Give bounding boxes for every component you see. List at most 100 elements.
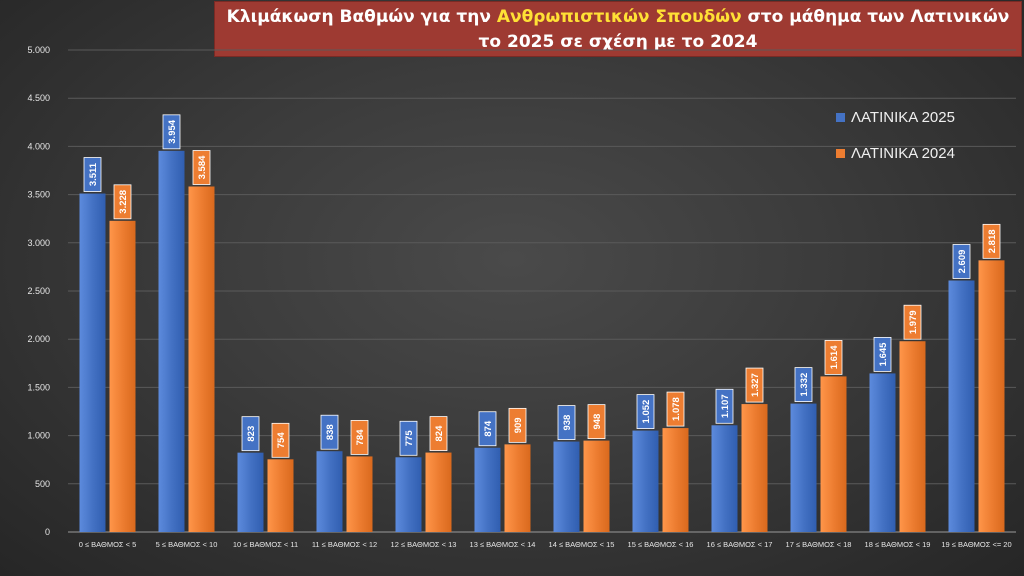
- bar-2024: [504, 444, 531, 532]
- legend-label: ΛΑΤΙΝΙΚΑ 2025: [851, 109, 955, 126]
- bar-2025: [632, 430, 659, 532]
- y-axis-ticks: 0 500 1.000 1.500 2.000 2.500 3.000 3.500 4.000 4…: [27, 45, 50, 537]
- data-label-box: [429, 416, 448, 451]
- x-category-label: 19 ≤ ΒΑΘΜΟΣ <= 20: [941, 540, 1011, 549]
- x-category-label: 16 ≤ ΒΑΘΜΟΣ < 17: [707, 540, 773, 549]
- bar-2024: [741, 404, 768, 532]
- bar-2024: [583, 440, 610, 532]
- data-label-box: [824, 340, 843, 375]
- y-tick-label: 2.000: [27, 334, 50, 344]
- bar-2025: [553, 441, 580, 532]
- data-label-box: [557, 405, 576, 440]
- x-category-label: 10 ≤ ΒΑΘΜΟΣ < 11: [233, 540, 298, 549]
- data-label-box: [715, 388, 734, 424]
- data-label: 784: [355, 429, 366, 446]
- y-tick-label: 4.500: [27, 93, 50, 103]
- y-tick-label: 4.000: [27, 141, 50, 151]
- data-label-box: [271, 422, 290, 458]
- title-line-2: το 2025 σε σχέση με το 2024: [478, 32, 758, 52]
- data-label-box: [508, 407, 527, 443]
- y-tick-label: 5.000: [27, 45, 50, 55]
- data-label-box: [873, 337, 892, 372]
- title-line-1: Κλιμάκωση Βαθμών για την Ανθρωπιστικών Σ…: [215, 5, 1021, 30]
- x-category-label: 15 ≤ ΒΑΘΜΟΣ < 16: [628, 540, 694, 549]
- data-label-box: [162, 114, 181, 150]
- data-label-box: [350, 420, 369, 455]
- data-label: 1.052: [641, 400, 652, 424]
- data-label: 3.584: [197, 155, 208, 179]
- y-tick-label: 0: [45, 527, 50, 537]
- bar-2025: [948, 280, 975, 532]
- x-category-label: 12 ≤ ΒΑΘΜΟΣ < 13: [391, 540, 457, 549]
- bar-2025: [395, 457, 422, 532]
- y-tick-label: 1.500: [27, 382, 50, 392]
- data-label: 948: [592, 414, 603, 430]
- y-tick-label: 3.000: [27, 238, 50, 248]
- x-category-label: 5 ≤ ΒΑΘΜΟΣ < 10: [156, 540, 218, 549]
- data-label: 938: [562, 415, 573, 431]
- legend-swatch-2025: [836, 113, 845, 122]
- data-label: 909: [513, 417, 524, 433]
- legend-swatch-2024: [836, 149, 845, 158]
- data-label: 2.818: [987, 229, 998, 253]
- data-label: 874: [483, 420, 494, 437]
- bar-2024: [188, 186, 215, 533]
- data-label-box: [666, 391, 685, 427]
- legend: ΛΑΤΙΝΙΚΑ 2025 ΛΑΤΙΝΙΚΑ 2024: [836, 109, 955, 162]
- y-tick-label: 1.000: [27, 431, 50, 441]
- data-label: 1.614: [829, 345, 840, 369]
- data-label: 823: [246, 426, 257, 442]
- data-label: 1.107: [720, 394, 731, 418]
- bar-2024: [820, 376, 847, 532]
- title-highlight: Ανθρωπιστικών Σπουδών: [496, 7, 742, 27]
- data-label-box: [113, 184, 132, 220]
- y-tick-label: 2.500: [27, 286, 50, 296]
- data-label: 775: [404, 430, 415, 447]
- data-label-box: [982, 223, 1001, 259]
- y-tick-label: 3.500: [27, 190, 50, 200]
- data-label-box: [636, 394, 655, 429]
- data-label-box: [952, 244, 971, 279]
- x-category-label: 14 ≤ ΒΑΘΜΟΣ < 15: [549, 540, 615, 549]
- bar-2024: [425, 452, 452, 532]
- data-label-box: [903, 304, 922, 340]
- bar-2025: [79, 193, 106, 532]
- bar-2025: [316, 451, 343, 532]
- data-label: 1.332: [799, 373, 810, 397]
- bar-2025: [869, 373, 896, 532]
- bar-2024: [662, 428, 689, 532]
- x-axis-categories: 0 ≤ ΒΑΘΜΟΣ < 5 5 ≤ ΒΑΘΜΟΣ < 10 10 ≤ ΒΑΘΜΟΣ…: [79, 540, 1012, 549]
- bar-2024: [267, 459, 294, 532]
- bar-2025: [711, 425, 738, 532]
- chart-title: Κλιμάκωση Βαθμών για την Ανθρωπιστικών Σ…: [214, 1, 1022, 57]
- data-label: 824: [434, 425, 445, 442]
- data-label: 3.228: [118, 190, 129, 214]
- data-label: 838: [325, 424, 336, 440]
- data-label: 1.645: [878, 342, 889, 366]
- data-label-box: [192, 150, 211, 185]
- title-text-2: στο μάθημα των Λατινικών: [741, 7, 1010, 27]
- bar-2024: [899, 341, 926, 532]
- data-label: 3.511: [88, 162, 99, 186]
- data-label: 1.979: [908, 310, 919, 334]
- data-label-box: [241, 416, 260, 452]
- legend-label: ΛΑΤΙΝΙΚΑ 2024: [851, 145, 955, 162]
- data-label: 3.954: [167, 119, 178, 143]
- bar-2024: [109, 220, 136, 532]
- grid-lines: [68, 49, 1016, 533]
- x-category-label: 11 ≤ ΒΑΘΜΟΣ < 12: [312, 540, 377, 549]
- data-label: 1.327: [750, 373, 761, 397]
- y-tick-label: 500: [35, 479, 50, 489]
- data-label-box: [794, 367, 813, 402]
- data-label-box: [83, 157, 102, 192]
- data-label-box: [478, 411, 497, 447]
- data-label: 1.078: [671, 397, 682, 421]
- data-label-box: [587, 404, 606, 440]
- bar-2025: [790, 403, 817, 532]
- x-category-label: 17 ≤ ΒΑΘΜΟΣ < 18: [786, 540, 852, 549]
- bar-2025: [158, 150, 185, 532]
- data-label-box: [320, 414, 339, 450]
- bars: [79, 150, 1005, 533]
- bar-2025: [474, 447, 501, 532]
